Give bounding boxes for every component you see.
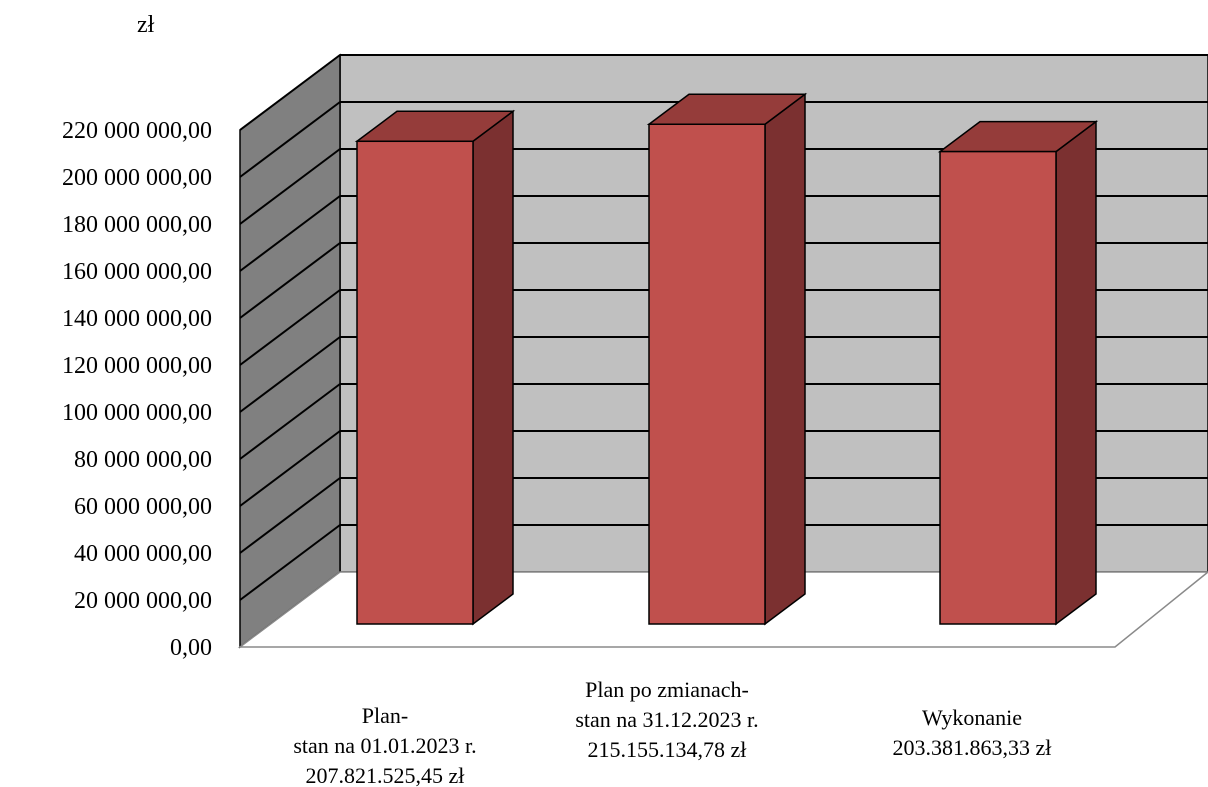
category-label: 207.821.525,45 zł xyxy=(306,763,465,787)
gridline-side xyxy=(239,477,341,554)
y-tick-label: 60 000 000,00 xyxy=(74,494,212,520)
gridline-side xyxy=(239,430,341,507)
y-tick-label: 120 000 000,00 xyxy=(62,353,212,379)
category-label: Plan po zmianach- xyxy=(585,677,749,702)
category-label: 203.381.863,33 zł xyxy=(893,735,1052,760)
bar xyxy=(356,140,474,625)
gridline-side xyxy=(239,242,341,319)
gridline-side xyxy=(239,289,341,366)
y-tick-label: 0,00 xyxy=(170,635,212,661)
category-label: stan na 01.01.2023 r. xyxy=(293,733,476,758)
category-label: 215.155.134,78 zł xyxy=(588,737,747,762)
y-tick-label: 220 000 000,00 xyxy=(62,118,212,144)
y-axis-unit-label: zł xyxy=(137,12,155,38)
bar-side xyxy=(764,92,806,626)
bar xyxy=(648,123,766,625)
y-tick-label: 180 000 000,00 xyxy=(62,212,212,238)
bar-side xyxy=(1055,120,1097,626)
y-axis-tick-labels: 0,00 20 000 000,00 40 000 000,00 60 000 000… xyxy=(62,118,212,661)
gridline-side xyxy=(239,101,341,178)
category-label: stan na 31.12.2023 r. xyxy=(575,707,758,732)
bars xyxy=(354,92,1099,626)
y-tick-label: 100 000 000,00 xyxy=(62,400,212,426)
y-tick-label: 40 000 000,00 xyxy=(74,541,212,567)
y-tick-label: 200 000 000,00 xyxy=(62,165,212,191)
gridline-side xyxy=(239,336,341,413)
gridline-side xyxy=(239,383,341,460)
y-tick-label: 20 000 000,00 xyxy=(74,588,212,614)
bar-side xyxy=(472,109,514,626)
y-tick-label: 140 000 000,00 xyxy=(62,306,212,332)
y-tick-label: 80 000 000,00 xyxy=(74,447,212,473)
category-label: Wykonanie xyxy=(922,705,1022,730)
category-label: Plan- xyxy=(362,703,408,728)
y-tick-label: 160 000 000,00 xyxy=(62,259,212,285)
category-labels: Plan-stan na 01.01.2023 r. 207.821.525,45… xyxy=(293,677,1051,787)
gridline-side xyxy=(239,148,341,225)
side-wall xyxy=(239,53,341,649)
bar xyxy=(939,150,1057,625)
gridline-side xyxy=(239,195,341,272)
gridline-side xyxy=(239,54,341,131)
gridline-side xyxy=(239,524,341,601)
